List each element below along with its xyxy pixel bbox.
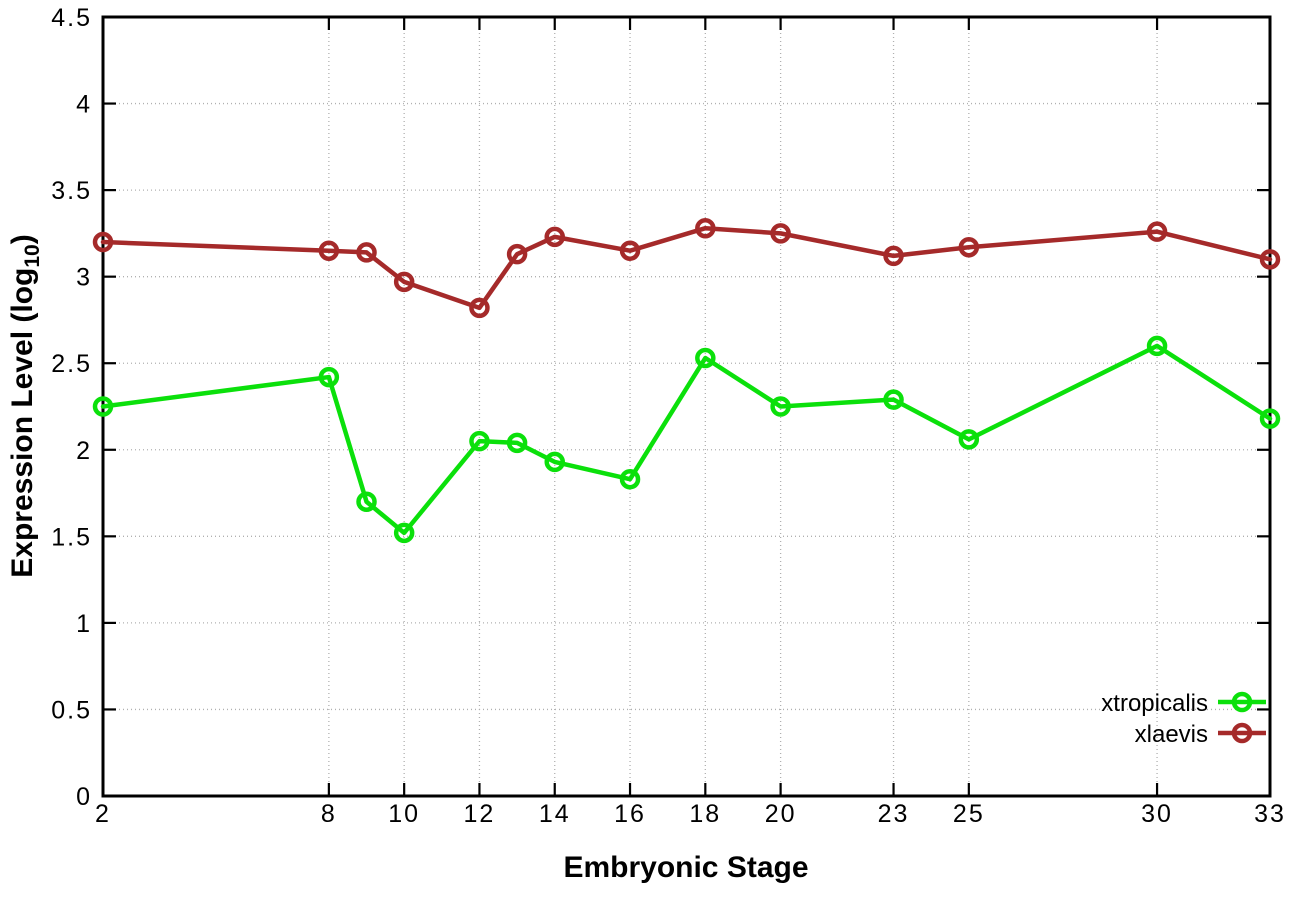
data-point-xtropicalis-9 — [356, 491, 377, 512]
legend: xtropicalis xlaevis — [1101, 690, 1266, 748]
y-tick-label: 4 — [76, 91, 92, 119]
data-point-xlaevis-13 — [506, 243, 528, 265]
data-point-xtropicalis-16 — [619, 468, 641, 490]
data-point-xtropicalis-12 — [469, 430, 490, 452]
y-tick-label: 2 — [76, 437, 92, 465]
data-point-xlaevis-25 — [958, 236, 980, 258]
x-tick-label: 8 — [321, 800, 337, 828]
y-tick-label: 0 — [76, 783, 92, 811]
data-point-xtropicalis-2 — [92, 396, 114, 417]
x-tick-label: 30 — [1141, 800, 1173, 828]
data-point-xtropicalis-25 — [958, 429, 980, 450]
y-axis-title: Expression Level (log10) — [6, 234, 44, 577]
data-point-xtropicalis-13 — [506, 432, 528, 454]
data-point-xtropicalis-14 — [544, 451, 565, 473]
data-point-xtropicalis-30 — [1146, 335, 1168, 357]
data-point-xlaevis-23 — [883, 245, 904, 267]
data-point-xlaevis-12 — [469, 297, 490, 319]
legend-marker-icon-xlaevis — [1231, 722, 1253, 744]
x-tick-label: 2 — [95, 800, 111, 828]
data-point-xtropicalis-20 — [770, 396, 791, 417]
data-point-xtropicalis-10 — [393, 522, 415, 544]
x-tick-label: 10 — [388, 800, 420, 828]
x-tick-label: 23 — [878, 800, 910, 828]
data-point-xlaevis-16 — [619, 240, 641, 261]
x-tick-label: 33 — [1254, 800, 1286, 828]
x-tick-label: 25 — [953, 800, 985, 828]
x-tick-label: 16 — [614, 800, 646, 828]
plot-border — [101, 15, 1272, 798]
legend-label-xlaevis: xlaevis — [1135, 721, 1208, 748]
series-line-xlaevis — [100, 225, 1273, 311]
data-point-xlaevis-18 — [695, 217, 716, 239]
data-point-xlaevis-33 — [1259, 249, 1281, 270]
y-tick-label: 3 — [76, 264, 92, 292]
data-point-xlaevis-10 — [393, 271, 415, 293]
legend-label-xtropicalis: xtropicalis — [1101, 690, 1208, 717]
x-tick-label: 20 — [765, 800, 797, 828]
legend-marker-icon-xtropicalis — [1231, 691, 1253, 713]
data-point-xtropicalis-23 — [883, 389, 904, 410]
y-tick-label: 2.5 — [51, 350, 92, 378]
data-point-xlaevis-30 — [1146, 221, 1168, 242]
y-tick-label: 4.5 — [51, 4, 92, 32]
data-point-xtropicalis-18 — [695, 347, 716, 369]
x-tick-label: 12 — [464, 800, 496, 828]
x-axis-title: Embryonic Stage — [563, 851, 808, 884]
y-tick-label: 0.5 — [51, 696, 92, 724]
data-point-xtropicalis-33 — [1259, 408, 1281, 429]
data-point-xlaevis-9 — [356, 242, 377, 263]
y-tick-label: 3.5 — [51, 177, 92, 205]
data-point-xlaevis-20 — [770, 223, 791, 244]
x-tick-label: 14 — [539, 800, 571, 828]
data-point-xlaevis-2 — [92, 231, 114, 253]
y-tick-label: 1.5 — [51, 523, 92, 551]
series-line-xtropicalis — [100, 343, 1273, 536]
data-point-xlaevis-14 — [544, 226, 565, 248]
y-tick-label: 1 — [76, 610, 92, 638]
data-point-xlaevis-8 — [318, 240, 340, 261]
data-point-xtropicalis-8 — [318, 366, 340, 388]
x-tick-label: 18 — [689, 800, 721, 828]
